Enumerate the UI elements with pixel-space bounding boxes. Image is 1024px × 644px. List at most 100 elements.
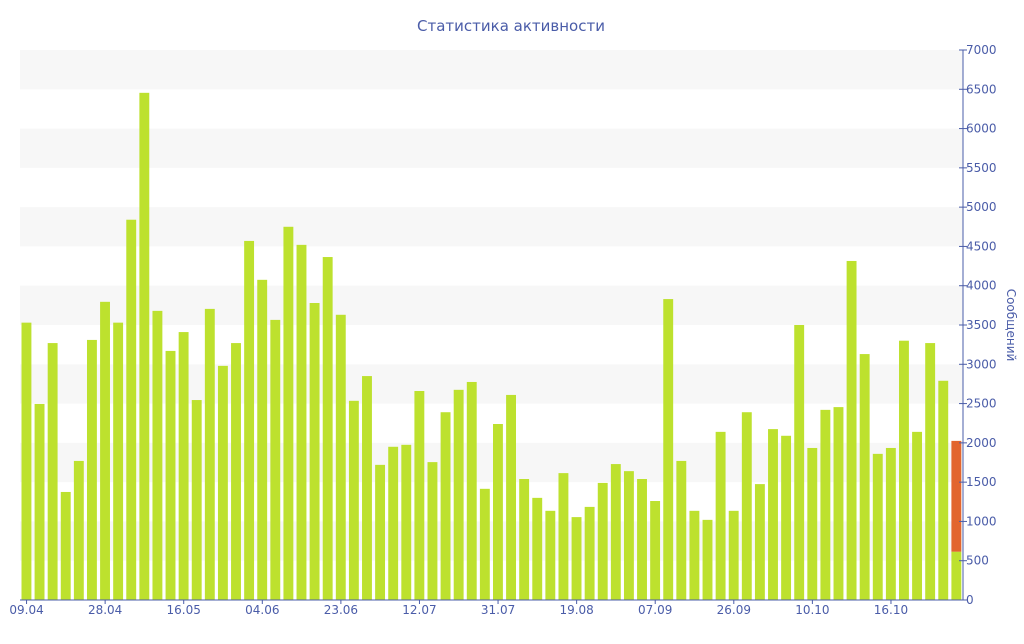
bar — [846, 260, 857, 600]
bar — [60, 491, 71, 600]
bar — [754, 484, 765, 600]
y-tick-label: 4500 — [966, 239, 997, 253]
grid-band — [20, 50, 963, 90]
bar — [165, 350, 176, 600]
bar — [859, 354, 870, 600]
x-tick-label: 23.06 — [324, 603, 358, 617]
bar — [899, 340, 909, 600]
bar — [414, 391, 425, 600]
bar — [938, 380, 949, 600]
bar — [348, 400, 359, 600]
y-tick-label: 1500 — [966, 475, 997, 489]
bar — [794, 325, 805, 600]
bar — [178, 332, 189, 600]
bar — [270, 319, 281, 600]
bar — [453, 389, 464, 600]
bar — [440, 412, 451, 600]
x-tick-label: 10.10 — [795, 603, 829, 617]
bar — [283, 226, 294, 601]
x-tick-label: 28.04 — [88, 603, 122, 617]
x-tick-label: 04.06 — [245, 603, 279, 617]
y-tick-label: 5000 — [966, 200, 997, 214]
bar — [466, 381, 477, 600]
bar — [296, 244, 307, 600]
bar — [715, 431, 726, 600]
bar — [362, 376, 372, 600]
bar — [479, 488, 490, 600]
bar — [217, 365, 228, 600]
y-axis: 0 500 1000 1500 2000 2500 3000 3500 4000 4500 5000… — [959, 43, 997, 607]
bar — [885, 447, 896, 600]
y-tick-label: 7000 — [966, 43, 997, 57]
bar — [702, 519, 713, 600]
bar — [191, 400, 202, 600]
bar-current — [951, 440, 962, 552]
bar — [951, 551, 962, 600]
grid-band — [20, 285, 963, 325]
x-tick-label: 19.08 — [559, 603, 593, 617]
bar — [584, 506, 595, 600]
x-tick-label: 07.09 — [638, 603, 672, 617]
grid-band — [20, 442, 963, 483]
bar — [113, 322, 124, 600]
bar — [676, 460, 687, 600]
x-tick-label: 12.07 — [402, 603, 436, 617]
bar — [912, 431, 923, 600]
bar — [519, 479, 530, 600]
x-tick-label: 16.05 — [167, 603, 201, 617]
y-tick-label: 5500 — [966, 161, 997, 175]
bar — [637, 479, 647, 600]
y-tick-label: 1000 — [966, 514, 997, 528]
x-axis: 09.04 28.04 16.05 04.06 23.06 12.07 31.07 19.08… — [9, 599, 963, 617]
y-tick-label: 2500 — [966, 397, 997, 411]
bar — [493, 424, 503, 600]
bar — [532, 497, 543, 600]
bar — [204, 308, 215, 600]
bar — [152, 310, 163, 600]
bar — [872, 453, 883, 600]
bar — [47, 343, 58, 600]
bar — [689, 510, 700, 600]
bar — [820, 409, 831, 600]
x-tick-label: 16.10 — [874, 603, 908, 617]
bar — [21, 322, 32, 600]
bar — [610, 464, 621, 600]
y-tick-label: 6500 — [966, 82, 997, 96]
bar — [309, 303, 320, 600]
bar — [925, 343, 936, 600]
bar — [545, 510, 556, 600]
bar — [401, 444, 412, 600]
x-tick-label: 31.07 — [481, 603, 515, 617]
y-tick-label: 6000 — [966, 122, 997, 136]
y-tick-label: 500 — [966, 554, 989, 568]
bar — [427, 462, 438, 600]
y-tick-label: 3000 — [966, 357, 997, 371]
grid-band — [20, 207, 963, 247]
x-tick-label: 09.04 — [9, 603, 43, 617]
bar — [100, 301, 110, 600]
bar — [506, 394, 516, 600]
bar — [623, 471, 634, 600]
bar — [597, 482, 608, 600]
bar — [244, 240, 255, 600]
y-tick-label: 3500 — [966, 318, 997, 332]
grid-band — [20, 364, 963, 404]
bar — [335, 314, 346, 600]
bar — [663, 299, 674, 600]
bar — [139, 92, 150, 601]
bar — [728, 510, 739, 600]
y-tick-label: 4000 — [966, 279, 997, 293]
bar — [86, 339, 97, 600]
bars — [21, 92, 962, 601]
bar — [741, 412, 752, 600]
bar — [807, 447, 818, 600]
bar — [375, 464, 386, 600]
grid-bands — [20, 50, 963, 561]
bar — [34, 403, 45, 600]
bar — [322, 257, 333, 600]
grid-band — [20, 521, 963, 561]
bar — [73, 460, 84, 600]
bar — [833, 407, 844, 600]
bar — [558, 473, 569, 600]
